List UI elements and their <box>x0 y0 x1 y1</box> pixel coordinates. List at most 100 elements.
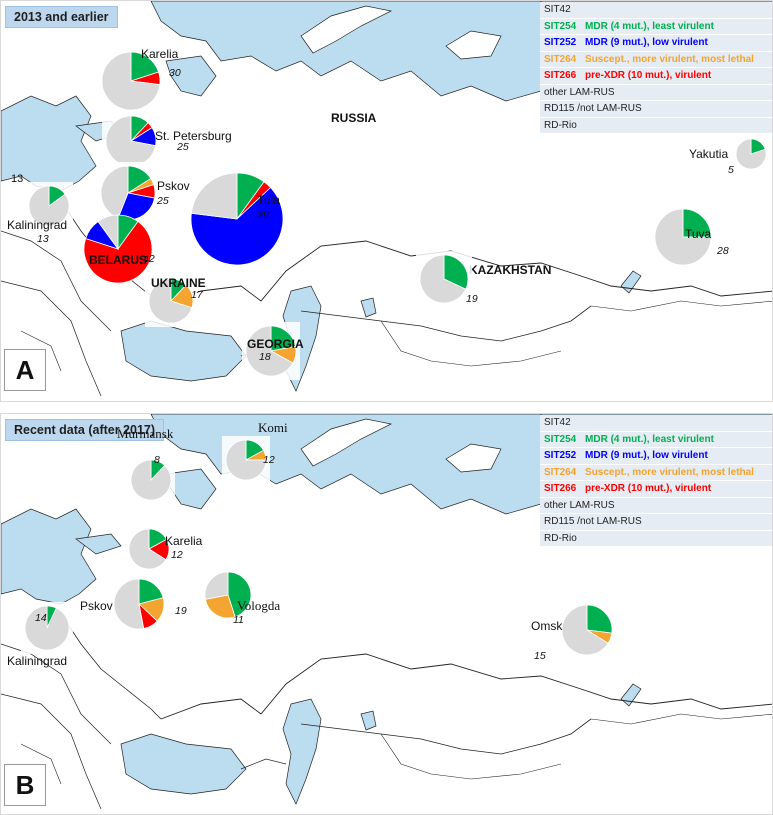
region-label-murmansk: Murmansk <box>117 426 174 441</box>
region-label-kaliningrad: Kaliningrad <box>7 654 68 668</box>
black-sea <box>120 320 247 382</box>
legend-sit-label: RD115 /not LAM-RUS <box>544 103 642 114</box>
black-sea-b <box>120 733 247 795</box>
region-count-region-5: 42 <box>143 253 155 265</box>
legend-item-sit266: SIT266 pre-XDR (10 mut.), virulent <box>540 68 772 85</box>
barents-sea <box>150 1 542 102</box>
legend-item-sit254: SIT254 MDR (4 mut.), least virulent <box>540 431 772 448</box>
pie-karelia <box>101 51 161 111</box>
gulf-of-finland-b <box>75 533 122 555</box>
region-count-karelia: 30 <box>169 67 181 79</box>
legend-desc: Suscept., more virulent, most lethal <box>582 53 754 65</box>
pie-slice-tuva-sit254 <box>682 208 712 238</box>
pie-slice-region-5-sit266 <box>83 220 153 284</box>
pie-st-petersburg <box>105 115 157 167</box>
legend-sit-label: other LAM-RUS <box>544 499 615 511</box>
novaya-zemlya-b <box>300 418 393 467</box>
legend-sit-label: RD-Rio <box>544 119 577 131</box>
legend-sit-label: SIT264 <box>544 466 577 478</box>
pie-slice-region-5-sit42 <box>97 214 119 251</box>
pie-slice-region-8-sit254 <box>270 325 297 352</box>
region-count-murmansk: 8 <box>154 454 160 466</box>
legend-sit-label: SIT266 <box>544 483 577 494</box>
border-europe-3-b <box>20 743 62 785</box>
legend-desc: Suscept., more virulent, most lethal <box>582 466 754 478</box>
panel-b-letter: B <box>4 764 46 806</box>
panel-a-title: 2013 and earlier <box>5 6 118 28</box>
pie-slice-region-8-sit42 <box>245 325 294 377</box>
pie-kaliningrad <box>24 605 70 651</box>
pie-slice-kaliningrad-sit42 <box>24 605 70 651</box>
region-count-komi: 12 <box>263 454 275 466</box>
region-label-komi: Komi <box>258 420 288 435</box>
pie-slice-murmansk-sit42 <box>130 459 172 501</box>
border-central-asia <box>380 320 562 367</box>
legend-sit-label: SIT252 <box>544 37 577 48</box>
label-russia: RUSSIA <box>331 111 377 125</box>
region-count-region-6: 17 <box>191 289 203 301</box>
legend-a: SIT42 SIT254 MDR (4 mut.), least virulent… <box>540 2 772 134</box>
kara-sea-island <box>445 30 502 60</box>
region-count-yakutia: 5 <box>728 164 734 176</box>
white-sea <box>165 55 217 97</box>
border-kaz-south <box>300 305 592 342</box>
pie-region-6 <box>148 278 194 324</box>
border-europe-3 <box>20 330 62 372</box>
border-west-b <box>60 613 162 720</box>
border-caucasus-b <box>240 758 287 770</box>
panel-b-map: Recent data (after 2017) SIT42 SIT254 MDR… <box>0 413 773 815</box>
pie-komi <box>225 439 267 481</box>
pie-slice-karelia-sit42 <box>128 528 167 570</box>
region-count-st-petersburg: 25 <box>177 141 189 153</box>
pie-slice-karelia-sit254 <box>130 51 160 82</box>
border-mongolia <box>590 300 772 312</box>
region-count-pskov: 25 <box>157 195 169 207</box>
legend-item-sit42: SIT42 <box>540 415 772 432</box>
legend-desc: MDR (9 mut.), low virulent <box>582 37 708 48</box>
pie-region-5 <box>83 214 153 284</box>
pie-slice-yakutia-sit42 <box>735 138 767 170</box>
pie-omsk <box>561 604 613 656</box>
legend-item-sit42: SIT42 <box>540 2 772 19</box>
region-count-tuva: 28 <box>717 245 729 257</box>
region-count-region-8: 18 <box>259 351 271 363</box>
legend-item-other: other LAM-RUS <box>540 84 772 101</box>
pie-slice-region-7-sit42 <box>419 254 467 304</box>
pie-slice-region-6-sit42 <box>148 278 193 324</box>
border-russia-south-b <box>160 653 772 720</box>
pie-slice-region-7-sit254 <box>443 254 469 290</box>
pie-slice-pskov-sit42 <box>100 165 129 219</box>
panel-a-map: 2013 and earlier SIT42 SIT254 MDR (4 mut.… <box>0 0 773 402</box>
pie-pskov <box>113 578 165 630</box>
legend-item-sit254: SIT254 MDR (4 mut.), least virulent <box>540 18 772 35</box>
region-count-tula: 39 <box>257 209 269 221</box>
label-belarus: BELARUS <box>89 253 148 267</box>
pie-pskov <box>100 165 156 221</box>
region-count-pskov: 19 <box>175 605 187 617</box>
region-count-kaliningrad: 14 <box>35 612 47 624</box>
pie-slice-vologda-sit254 <box>227 571 252 618</box>
legend-desc: pre-XDR (10 mut.), virulent <box>582 70 712 81</box>
region-count-karelia: 12 <box>171 549 183 561</box>
pie-vologda <box>204 571 252 619</box>
region-label-st-petersburg: St. Petersburg <box>155 129 232 143</box>
panel-b-title: Recent data (after 2017) <box>5 419 165 441</box>
legend-sit-label: SIT254 <box>544 20 577 32</box>
legend-item-rd115: RD115 /not LAM-RUS <box>540 101 772 118</box>
pie-slice-tuva-sit42 <box>654 208 712 266</box>
aral-sea-b <box>360 710 377 731</box>
legend-desc: MDR (4 mut.), least virulent <box>582 20 714 32</box>
legend-sit-label: SIT254 <box>544 433 577 445</box>
pie-region-8 <box>245 325 297 377</box>
aral-sea <box>360 297 377 318</box>
border-kaz-south-b <box>300 718 592 755</box>
region-label-pskov: Pskov <box>80 599 113 613</box>
region-label-yakutia: Yakutia <box>689 147 729 161</box>
pie-karelia <box>128 528 170 570</box>
kara-sea-island-b <box>445 443 502 473</box>
region-label-kaliningrad: Kaliningrad <box>7 218 68 232</box>
novaya-zemlya <box>300 5 393 54</box>
legend-sit-label: SIT42 <box>544 4 571 15</box>
pie-slice-tula-sit42 <box>190 172 238 220</box>
border-europe-2 <box>1 280 102 397</box>
